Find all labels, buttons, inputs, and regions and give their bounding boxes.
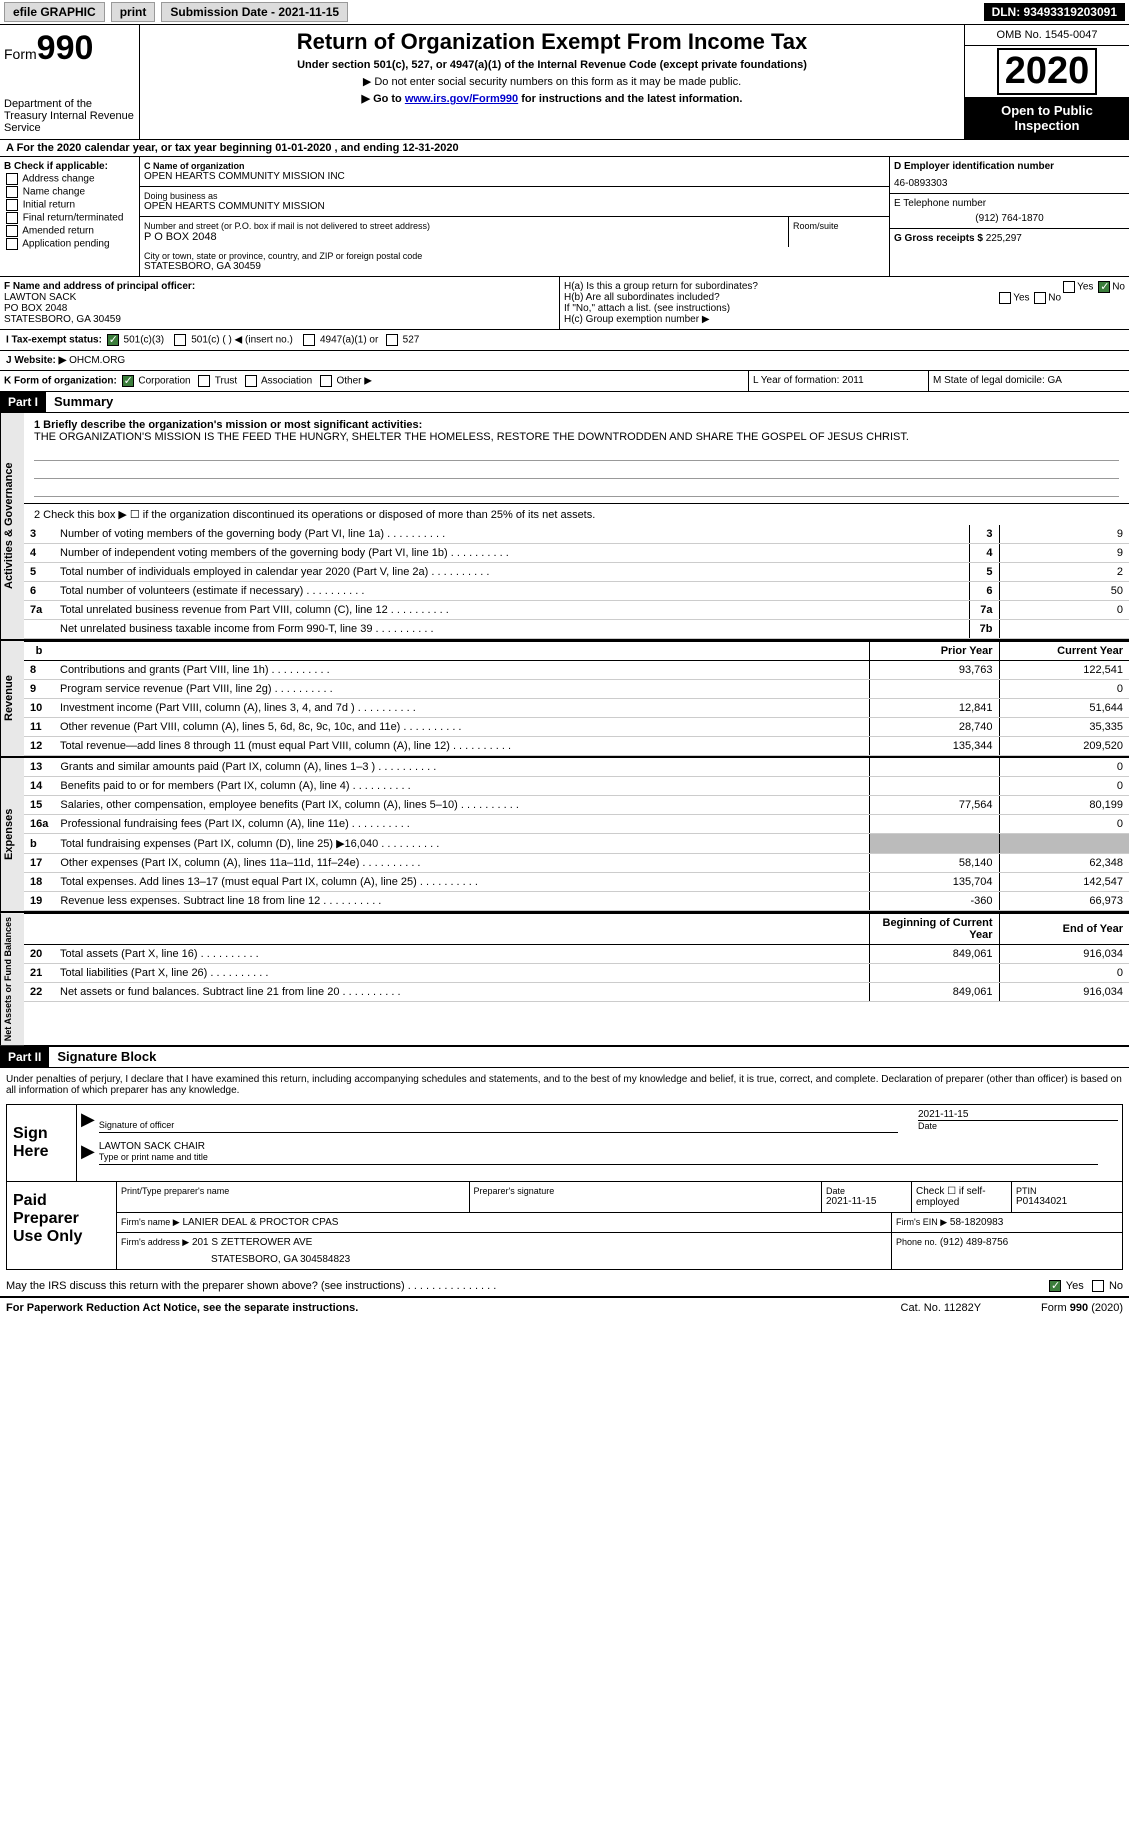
discuss-row: May the IRS discuss this return with the… xyxy=(0,1276,1129,1297)
submission-date: Submission Date - 2021-11-15 xyxy=(161,2,348,22)
expenses-tab: Expenses xyxy=(0,758,24,911)
box-b: B Check if applicable: Address change Na… xyxy=(0,157,140,276)
line2: 2 Check this box ▶ ☐ if the organization… xyxy=(24,504,1129,525)
form-title: Return of Organization Exempt From Incom… xyxy=(148,29,956,55)
officer-h-row: F Name and address of principal officer:… xyxy=(0,277,1129,330)
table-row: 11Other revenue (Part VIII, column (A), … xyxy=(24,718,1129,737)
box-c: C Name of organization OPEN HEARTS COMMU… xyxy=(140,157,889,276)
table-row: 22Net assets or fund balances. Subtract … xyxy=(24,983,1129,1002)
sign-here-label: Sign Here xyxy=(7,1105,77,1181)
revenue-table: bPrior YearCurrent Year8Contributions an… xyxy=(24,641,1129,756)
form-ref: Form 990 (2020) xyxy=(1041,1302,1123,1314)
k-l-m-row: K Form of organization: Corporation Trus… xyxy=(0,371,1129,392)
perjury-declaration: Under penalties of perjury, I declare th… xyxy=(6,1074,1123,1096)
table-row: 5Total number of individuals employed in… xyxy=(24,563,1129,582)
line1-label: 1 Briefly describe the organization's mi… xyxy=(34,419,1119,431)
netassets-tab: Net Assets or Fund Balances xyxy=(0,913,24,1045)
open-public-badge: Open to Public Inspection xyxy=(965,97,1129,139)
ssn-note: ▶ Do not enter social security numbers o… xyxy=(148,75,956,88)
table-row: 13Grants and similar amounts paid (Part … xyxy=(24,758,1129,777)
table-row: 19Revenue less expenses. Subtract line 1… xyxy=(24,892,1129,911)
form-subtitle: Under section 501(c), 527, or 4947(a)(1)… xyxy=(148,59,956,71)
tax-year: 2020 xyxy=(997,48,1098,95)
paid-preparer-label: Paid Preparer Use Only xyxy=(7,1182,117,1269)
sig-arrow-icon: ▶ xyxy=(81,1109,95,1133)
form-header: Form990 Department of the Treasury Inter… xyxy=(0,25,1129,140)
box-d: D Employer identification number 46-0893… xyxy=(889,157,1129,276)
table-row: 3Number of voting members of the governi… xyxy=(24,525,1129,544)
governance-table: 3Number of voting members of the governi… xyxy=(24,525,1129,639)
part2-header: Part IISignature Block xyxy=(0,1047,1129,1068)
box-f: F Name and address of principal officer:… xyxy=(0,277,560,329)
dept-label: Department of the Treasury Internal Reve… xyxy=(4,98,135,134)
table-row: bTotal fundraising expenses (Part IX, co… xyxy=(24,834,1129,854)
table-row: 14Benefits paid to or for members (Part … xyxy=(24,777,1129,796)
table-row: 8Contributions and grants (Part VIII, li… xyxy=(24,661,1129,680)
irs-link[interactable]: www.irs.gov/Form990 xyxy=(405,93,518,105)
website-row: J Website: ▶ OHCM.ORG xyxy=(0,351,1129,371)
governance-tab: Activities & Governance xyxy=(0,413,24,639)
table-row: 6Total number of volunteers (estimate if… xyxy=(24,582,1129,601)
print-btn[interactable]: print xyxy=(111,2,156,22)
table-row: 9Program service revenue (Part VIII, lin… xyxy=(24,680,1129,699)
table-row: 10Investment income (Part VIII, column (… xyxy=(24,699,1129,718)
footer: For Paperwork Reduction Act Notice, see … xyxy=(0,1297,1129,1318)
revenue-section: Revenue bPrior YearCurrent Year8Contribu… xyxy=(0,639,1129,756)
row-a-period: A For the 2020 calendar year, or tax yea… xyxy=(0,140,1129,157)
netassets-table: Beginning of Current YearEnd of Year20To… xyxy=(24,913,1129,1002)
table-row: 4Number of independent voting members of… xyxy=(24,544,1129,563)
table-row: Net unrelated business taxable income fr… xyxy=(24,620,1129,639)
table-row: 17Other expenses (Part IX, column (A), l… xyxy=(24,854,1129,873)
tax-exempt-row: I Tax-exempt status: 501(c)(3) 501(c) ( … xyxy=(0,330,1129,351)
box-h: H(a) Is this a group return for subordin… xyxy=(560,277,1129,329)
expenses-section: Expenses 13Grants and similar amounts pa… xyxy=(0,756,1129,911)
mission-text: THE ORGANIZATION'S MISSION IS THE FEED T… xyxy=(34,431,1119,443)
form-number: Form990 xyxy=(4,29,135,68)
dln-label: DLN: 93493319203091 xyxy=(984,3,1125,21)
efile-btn[interactable]: efile GRAPHIC xyxy=(4,2,105,22)
signature-block: Under penalties of perjury, I declare th… xyxy=(0,1068,1129,1276)
table-row: 21Total liabilities (Part X, line 26)0 xyxy=(24,964,1129,983)
top-toolbar: efile GRAPHIC print Submission Date - 20… xyxy=(0,0,1129,25)
revenue-tab: Revenue xyxy=(0,641,24,756)
entity-info-grid: B Check if applicable: Address change Na… xyxy=(0,157,1129,277)
table-row: 20Total assets (Part X, line 16)849,0619… xyxy=(24,945,1129,964)
table-row: 18Total expenses. Add lines 13–17 (must … xyxy=(24,873,1129,892)
table-row: 15Salaries, other compensation, employee… xyxy=(24,796,1129,815)
table-row: 16aProfessional fundraising fees (Part I… xyxy=(24,815,1129,834)
table-row: 12Total revenue—add lines 8 through 11 (… xyxy=(24,737,1129,756)
sig-arrow-icon: ▶ xyxy=(81,1141,95,1165)
governance-section: Activities & Governance 1 Briefly descri… xyxy=(0,413,1129,639)
paid-preparer-block: Paid Preparer Use Only Print/Type prepar… xyxy=(6,1182,1123,1270)
expenses-table: 13Grants and similar amounts paid (Part … xyxy=(24,758,1129,911)
goto-line: ▶ Go to www.irs.gov/Form990 for instruct… xyxy=(148,92,956,105)
netassets-section: Net Assets or Fund Balances Beginning of… xyxy=(0,911,1129,1047)
table-row: 7aTotal unrelated business revenue from … xyxy=(24,601,1129,620)
omb-number: OMB No. 1545-0047 xyxy=(965,25,1129,46)
part1-header: Part ISummary xyxy=(0,392,1129,413)
